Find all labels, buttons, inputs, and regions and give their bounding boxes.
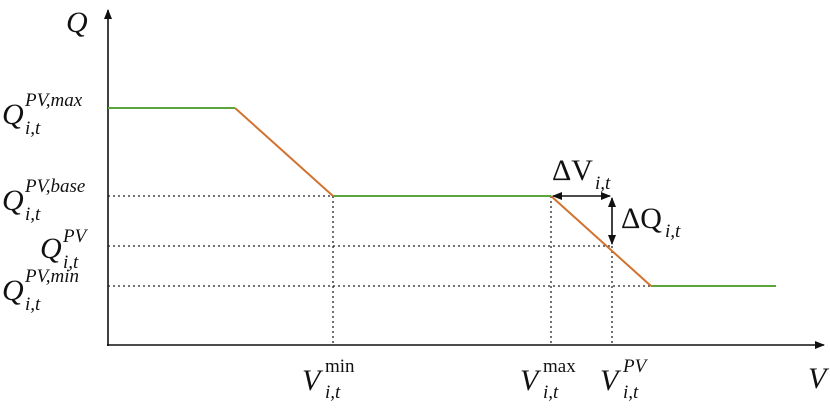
- label-sup: PV: [622, 356, 649, 377]
- label-base: ΔV: [552, 154, 593, 187]
- x-label: V max i,t: [520, 356, 576, 403]
- label-sub: i,t: [325, 382, 341, 403]
- y-axis-title: Q: [66, 6, 88, 39]
- label-sup: max: [543, 356, 576, 377]
- y-label: Q PV,max i,t: [2, 90, 83, 139]
- label-sup: PV: [62, 226, 89, 247]
- label-base: Q: [2, 274, 24, 307]
- droop-curve: [108, 107, 776, 287]
- label-sub: i,t: [25, 118, 41, 139]
- label-base: ΔQ: [621, 202, 662, 235]
- label-sup: min: [325, 356, 355, 377]
- label-sub: i,t: [665, 221, 681, 242]
- label-sub: i,t: [623, 382, 639, 403]
- guide-lines: [108, 195, 651, 345]
- label-sup: PV,max: [24, 90, 83, 111]
- delta-v-label: ΔV i,t: [552, 154, 611, 194]
- label-base: Q: [40, 232, 62, 265]
- y-label: Q PV i,t: [40, 226, 89, 273]
- x-label: V PV i,t: [600, 356, 649, 403]
- x-label: V min i,t: [302, 356, 355, 403]
- x-axis-title: V: [808, 362, 830, 395]
- label-base: Q: [2, 98, 24, 131]
- label-sub: i,t: [543, 382, 559, 403]
- label-base: Q: [2, 184, 24, 217]
- label-sub: i,t: [25, 204, 41, 225]
- y-label: Q PV,base i,t: [2, 176, 85, 225]
- label-base: V: [520, 364, 542, 397]
- label-base: V: [600, 364, 622, 397]
- label-sub: i,t: [25, 294, 41, 315]
- y-label: Q PV,min i,t: [2, 266, 79, 315]
- label-sub: i,t: [63, 252, 79, 273]
- label-sub: i,t: [595, 173, 611, 194]
- label-base: V: [302, 364, 324, 397]
- delta-q-label: ΔQ i,t: [621, 202, 681, 242]
- label-sup: PV,min: [24, 266, 79, 287]
- label-sup: PV,base: [24, 176, 85, 197]
